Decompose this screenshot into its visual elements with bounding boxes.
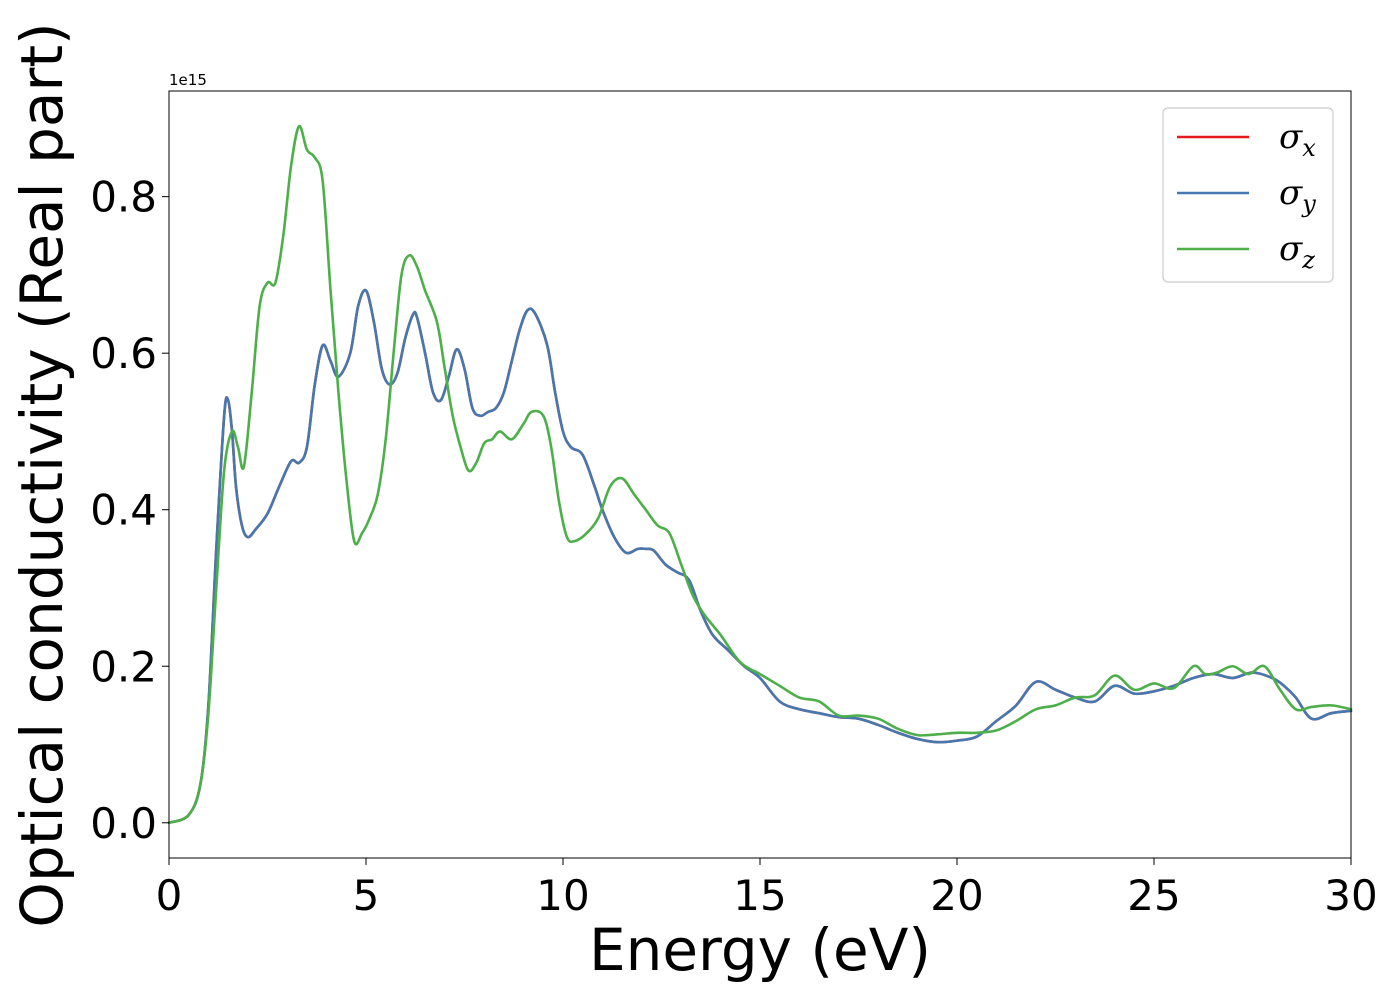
x-tick-label: 15 [733,871,786,920]
legend-label-x: σx [1279,117,1316,162]
legend-label-z: σz [1279,229,1315,274]
y-offset-label: 1e15 [169,71,207,89]
y-axis-label: Optical conductivity (Real part) [8,22,76,927]
y-axis-ticks: 0.0 0.2 0.4 0.6 0.8 [90,173,169,848]
y-tick-label: 0.6 [90,329,157,378]
x-tick-label: 25 [1127,871,1180,920]
x-tick-label: 0 [156,871,183,920]
series-line-y [167,288,1353,825]
x-tick-label: 5 [353,871,380,920]
x-tick-label: 30 [1324,871,1377,920]
y-tick-label: 0.2 [90,642,157,691]
legend-label-y: σy [1279,173,1316,218]
x-tick-label: 10 [536,871,589,920]
y-tick-label: 0.4 [90,486,157,535]
series-line-z [167,124,1353,825]
legend-box [1162,107,1334,283]
series-lines [167,124,1353,825]
x-tick-label: 20 [930,871,983,920]
legend: σx σy σz [1162,107,1334,283]
y-tick-label: 0.8 [90,173,157,222]
y-tick-label: 0.0 [90,799,157,848]
x-axis-label: Energy (eV) [589,916,931,984]
x-axis-ticks: 0 5 10 15 20 25 30 [156,858,1378,920]
